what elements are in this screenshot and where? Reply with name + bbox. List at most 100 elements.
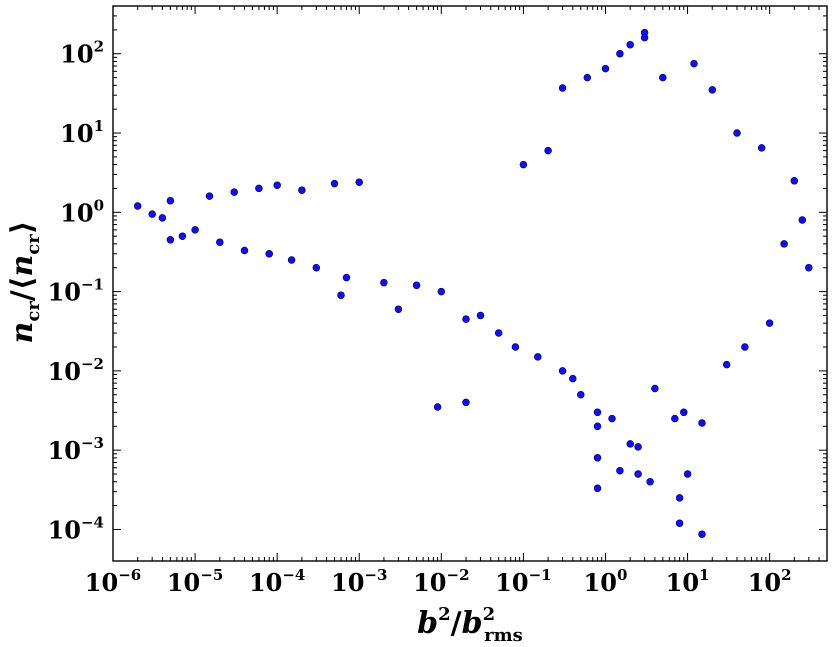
x-tick-label: 102	[748, 566, 792, 597]
data-point	[558, 367, 567, 375]
data-point	[583, 73, 592, 82]
data-point	[544, 146, 552, 155]
data-point	[593, 408, 602, 417]
x-label-base2: b	[462, 606, 483, 641]
data-point	[558, 84, 567, 92]
data-point	[616, 466, 624, 475]
data-point	[158, 214, 167, 222]
data-point	[240, 246, 249, 255]
data-point	[640, 33, 649, 42]
y-label-sep: /⟨	[5, 277, 40, 302]
y-tick-label: 102	[60, 38, 104, 69]
data-point	[298, 186, 306, 194]
data-point	[534, 353, 542, 361]
data-point	[593, 454, 602, 462]
data-point	[593, 484, 602, 493]
y-tick-exponent: −1	[81, 276, 104, 294]
data-point	[798, 216, 807, 224]
x-tick-base: 10	[167, 568, 200, 597]
x-tick-exponent: −2	[447, 566, 470, 584]
data-point	[577, 390, 585, 399]
x-tick-base: 10	[413, 568, 446, 597]
y-tick-label: 10−1	[48, 276, 104, 307]
y-tick-label: 10−4	[48, 513, 104, 544]
x-tick-exponent: −5	[200, 566, 223, 584]
x-tick-exponent: 1	[699, 566, 709, 584]
data-point	[287, 256, 296, 264]
data-point	[616, 49, 624, 58]
x-tick-label: 10−3	[331, 566, 387, 597]
y-tick-base: 10	[60, 198, 93, 227]
data-point	[805, 263, 813, 272]
data-point	[355, 178, 363, 186]
data-point	[675, 494, 684, 502]
x-tick-exponent: 2	[781, 566, 791, 584]
data-point	[166, 236, 175, 244]
data-point	[133, 202, 142, 210]
data-point	[790, 177, 799, 185]
data-point	[148, 210, 156, 218]
x-label-sep: /	[451, 606, 462, 641]
x-label-sup: 2	[438, 604, 451, 625]
data-point	[191, 226, 199, 234]
y-tick-base: 10	[48, 436, 81, 465]
x-tick-base: 10	[331, 568, 364, 597]
data-point	[569, 374, 577, 383]
y-tick-exponent: −4	[81, 513, 104, 531]
data-point	[733, 129, 741, 137]
y-tick-exponent: −3	[81, 434, 104, 452]
data-point	[166, 196, 175, 205]
y-tick-exponent: 1	[94, 117, 104, 135]
y-tick-base: 10	[48, 278, 81, 307]
x-tick-label: 100	[584, 566, 628, 597]
x-tick-exponent: −4	[282, 566, 305, 584]
data-point	[741, 343, 749, 351]
data-point	[265, 250, 273, 258]
data-point	[412, 281, 421, 290]
data-point	[626, 440, 634, 448]
data-point	[671, 414, 679, 423]
data-point	[394, 305, 403, 313]
x-tick-exponent: 0	[617, 566, 627, 584]
y-label-base2: n	[5, 255, 40, 277]
data-point	[273, 181, 281, 189]
data-point	[698, 419, 706, 427]
x-axis-label: b2/b2 rms	[417, 604, 523, 646]
data-point	[722, 360, 731, 369]
x-tick-label: 10−5	[167, 566, 223, 597]
ticks-layer	[112, 5, 828, 561]
data-point	[659, 73, 667, 82]
data-point	[230, 188, 238, 196]
data-point	[675, 519, 684, 527]
data-point	[690, 59, 698, 68]
data-point	[765, 319, 774, 327]
data-point	[646, 477, 654, 486]
data-point	[601, 64, 610, 73]
data-point	[651, 384, 659, 393]
data-point	[708, 86, 717, 94]
data-point	[342, 273, 351, 282]
data-point	[680, 408, 688, 417]
x-tick-labels: 10−6 10−5 10−4 10−3 10−2 10−1 100 101 102	[85, 566, 792, 597]
x-label-sub2: rms	[484, 625, 523, 646]
x-tick-base: 10	[584, 568, 617, 597]
y-label-sub2: cr	[23, 234, 44, 255]
data-point	[462, 315, 470, 323]
data-point	[634, 443, 642, 451]
data-point	[330, 179, 339, 188]
y-label-sub: cr	[23, 301, 44, 322]
data-point	[593, 422, 602, 431]
x-tick-exponent: −3	[364, 566, 387, 584]
x-tick-base: 10	[85, 568, 118, 597]
y-tick-base: 10	[48, 515, 81, 544]
data-point	[494, 329, 503, 337]
data-point	[437, 287, 446, 296]
y-axis-label: ncr/⟨ncr⟩	[5, 221, 44, 344]
points-layer	[133, 28, 813, 538]
data-point	[757, 144, 766, 152]
data-point	[634, 470, 642, 478]
x-tick-label: 101	[666, 566, 710, 597]
data-point	[433, 403, 442, 411]
x-tick-label: 10−4	[249, 566, 305, 597]
